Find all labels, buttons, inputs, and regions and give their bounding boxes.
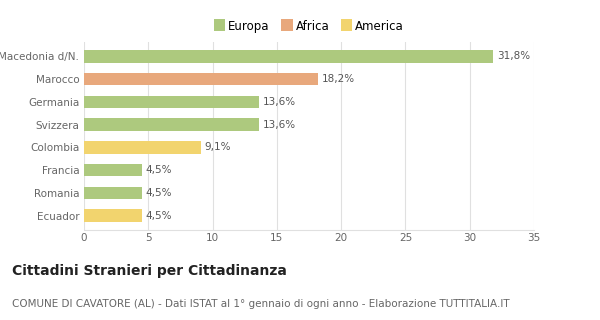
Bar [84, 164, 142, 176]
Text: COMUNE DI CAVATORE (AL) - Dati ISTAT al 1° gennaio di ogni anno - Elaborazione T: COMUNE DI CAVATORE (AL) - Dati ISTAT al … [12, 299, 509, 309]
Bar [84, 209, 142, 222]
Bar [84, 96, 259, 108]
Text: Cittadini Stranieri per Cittadinanza: Cittadini Stranieri per Cittadinanza [12, 264, 287, 278]
Bar [84, 187, 142, 199]
Text: 4,5%: 4,5% [146, 211, 172, 220]
Legend: Europa, Africa, America: Europa, Africa, America [209, 15, 409, 38]
Text: 31,8%: 31,8% [497, 52, 530, 61]
Bar [84, 73, 318, 85]
Text: 4,5%: 4,5% [146, 188, 172, 198]
Text: 13,6%: 13,6% [263, 120, 296, 130]
Text: 9,1%: 9,1% [205, 142, 232, 152]
Bar [84, 50, 493, 63]
Text: 18,2%: 18,2% [322, 74, 355, 84]
Text: 13,6%: 13,6% [263, 97, 296, 107]
Bar [84, 141, 201, 154]
Text: 4,5%: 4,5% [146, 165, 172, 175]
Bar [84, 118, 259, 131]
